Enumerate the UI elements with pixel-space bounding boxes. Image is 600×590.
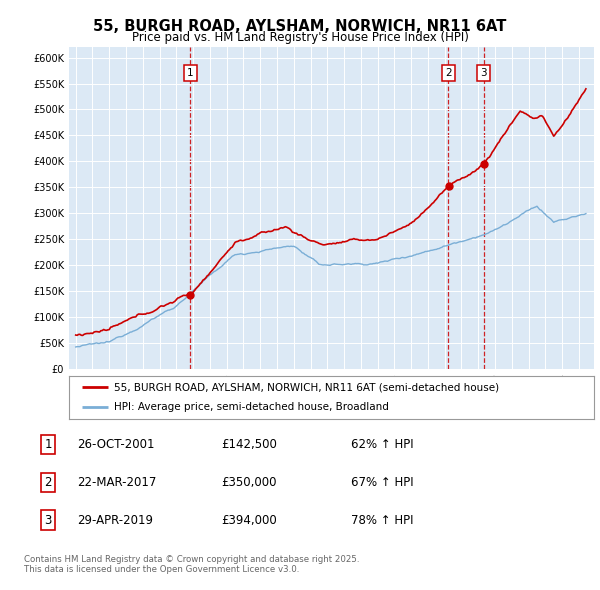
Text: 67% ↑ HPI: 67% ↑ HPI [351, 476, 414, 489]
Text: 26-OCT-2001: 26-OCT-2001 [77, 438, 155, 451]
Text: 3: 3 [44, 514, 52, 527]
Text: 55, BURGH ROAD, AYLSHAM, NORWICH, NR11 6AT: 55, BURGH ROAD, AYLSHAM, NORWICH, NR11 6… [94, 19, 506, 34]
Text: £142,500: £142,500 [221, 438, 277, 451]
Text: 2: 2 [44, 476, 52, 489]
Text: 1: 1 [187, 68, 194, 78]
Text: 62% ↑ HPI: 62% ↑ HPI [351, 438, 414, 451]
Text: Price paid vs. HM Land Registry's House Price Index (HPI): Price paid vs. HM Land Registry's House … [131, 31, 469, 44]
Text: HPI: Average price, semi-detached house, Broadland: HPI: Average price, semi-detached house,… [113, 402, 389, 412]
Text: £350,000: £350,000 [221, 476, 277, 489]
Text: 1: 1 [44, 438, 52, 451]
Text: £394,000: £394,000 [221, 514, 277, 527]
Text: 3: 3 [481, 68, 487, 78]
Text: 55, BURGH ROAD, AYLSHAM, NORWICH, NR11 6AT (semi-detached house): 55, BURGH ROAD, AYLSHAM, NORWICH, NR11 6… [113, 382, 499, 392]
Text: 2: 2 [445, 68, 452, 78]
Text: 22-MAR-2017: 22-MAR-2017 [77, 476, 157, 489]
Text: 78% ↑ HPI: 78% ↑ HPI [351, 514, 413, 527]
Text: Contains HM Land Registry data © Crown copyright and database right 2025.
This d: Contains HM Land Registry data © Crown c… [24, 555, 359, 574]
Text: 29-APR-2019: 29-APR-2019 [77, 514, 154, 527]
